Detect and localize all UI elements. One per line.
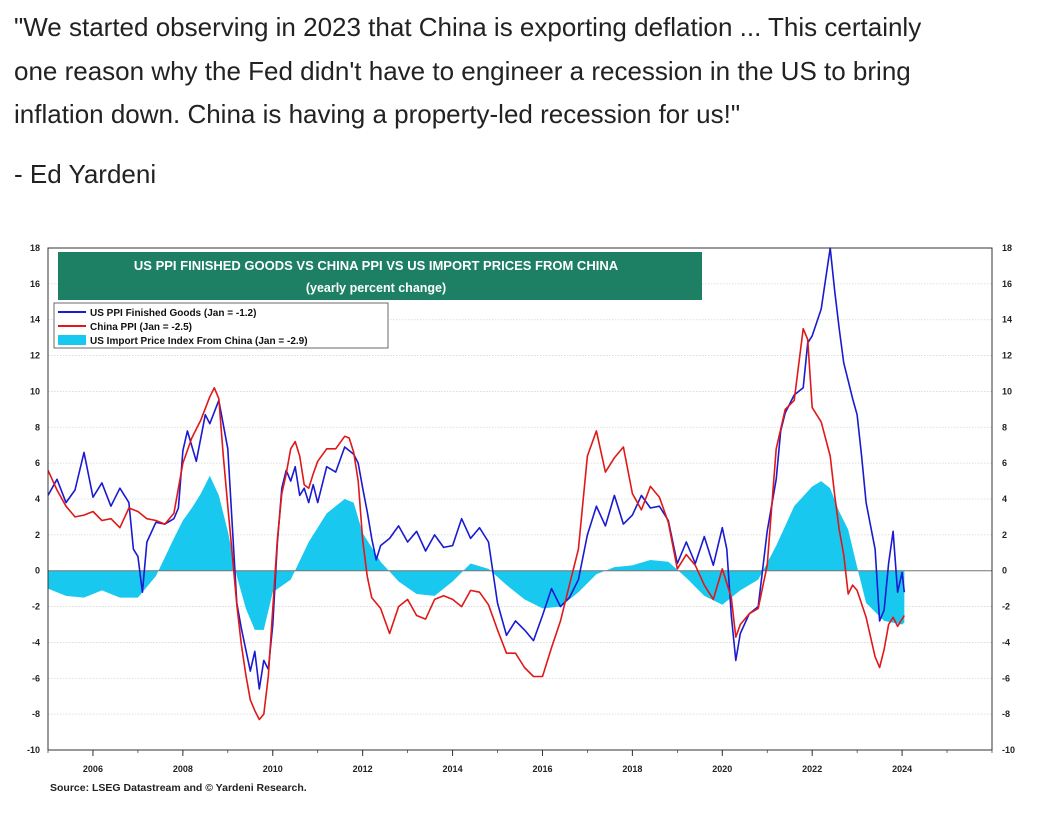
y-tick-label: 6 <box>1002 458 1007 468</box>
x-ticks: 2006 2008 2010 2012 2014 2016 2018 2020 2022 2024 <box>47 750 993 774</box>
chart-title: US PPI FINISHED GOODS VS CHINA PPI VS US… <box>134 258 619 273</box>
y-tick-label: 16 <box>30 279 40 289</box>
chart-subtitle: (yearly percent change) <box>306 281 446 295</box>
y-tick-label: 12 <box>30 351 40 361</box>
x-tick-label: 2020 <box>712 764 732 774</box>
x-tick-label: 2014 <box>443 764 463 774</box>
y-tick-label: 6 <box>35 458 40 468</box>
legend-swatch-import <box>58 335 86 345</box>
y-tick-label: -2 <box>1002 602 1010 612</box>
y-tick-label: -4 <box>1002 637 1010 647</box>
legend-label-us-ppi: US PPI Finished Goods (Jan = -1.2) <box>90 308 256 319</box>
y-tick-label: -2 <box>32 602 40 612</box>
chart-source: Source: LSEG Datastream and © Yardeni Re… <box>50 782 307 794</box>
y-tick-label: -8 <box>32 709 40 719</box>
quote-line-2: one reason why the Fed didn't have to en… <box>14 55 911 86</box>
series-lines <box>47 247 906 721</box>
y-tick-label: 18 <box>30 243 40 253</box>
x-tick-label: 2010 <box>263 764 283 774</box>
x-tick-label: 2022 <box>802 764 822 774</box>
x-tick-label: 2012 <box>353 764 373 774</box>
legend-label-import: US Import Price Index From China (Jan = … <box>90 336 308 347</box>
y-tick-label: 10 <box>1002 386 1012 396</box>
y-tick-label: 4 <box>35 494 40 504</box>
y-tick-label: 8 <box>35 422 40 432</box>
y-tick-label: 14 <box>30 315 40 325</box>
y-tick-label: -8 <box>1002 709 1010 719</box>
y-tick-label: 8 <box>1002 422 1007 432</box>
y-tick-label: 4 <box>1002 494 1007 504</box>
y-tick-label: -6 <box>1002 673 1010 683</box>
y-tick-label: 0 <box>35 566 40 576</box>
y-tick-label: 12 <box>1002 351 1012 361</box>
y-tick-label: -6 <box>32 673 40 683</box>
y-tick-label: 16 <box>1002 279 1012 289</box>
y-tick-label: 2 <box>1002 530 1007 540</box>
grid-lines <box>48 283 992 715</box>
x-tick-label: 2018 <box>622 764 642 774</box>
y-tick-label: 10 <box>30 386 40 396</box>
quote-line-1: "We started observing in 2023 that China… <box>14 12 922 42</box>
quote-line-3: inflation down. China is having a proper… <box>14 99 741 129</box>
y-tick-label: 0 <box>1002 566 1007 576</box>
y-tick-label: 18 <box>1002 243 1012 253</box>
chart-title-box: US PPI FINISHED GOODS VS CHINA PPI VS US… <box>58 252 702 300</box>
chart: 18 16 14 12 10 8 6 4 2 0 -2 -4 -6 -8 -10 18 16 14 12 10 8 6 4… <box>27 243 1015 794</box>
legend: US PPI Finished Goods (Jan = -1.2) China… <box>53 302 389 349</box>
y-tick-label: 14 <box>1002 315 1012 325</box>
x-tick-label: 2006 <box>83 764 103 774</box>
quote-text: "We started observing in 2023 that China… <box>14 6 1058 137</box>
y-ticks-left: 18 16 14 12 10 8 6 4 2 0 -2 -4 -6 -8 -10 <box>27 243 40 755</box>
x-tick-label: 2016 <box>532 764 552 774</box>
y-tick-label: -4 <box>32 637 40 647</box>
x-tick-label: 2008 <box>173 764 193 774</box>
y-tick-label: -10 <box>27 745 40 755</box>
import-price-fill <box>48 475 905 630</box>
quote-author: - Ed Yardeni <box>14 159 157 189</box>
legend-label-china-ppi: China PPI (Jan = -2.5) <box>90 322 192 333</box>
import-price-area <box>48 475 905 630</box>
plot-frame <box>47 247 993 751</box>
y-tick-label: -10 <box>1002 745 1015 755</box>
y-ticks-right: 18 16 14 12 10 8 6 4 2 0 -2 -4 -6 -8 -10 <box>1002 243 1015 755</box>
us-ppi-line <box>47 247 906 690</box>
x-tick-label: 2024 <box>892 764 912 774</box>
y-tick-label: 2 <box>35 530 40 540</box>
china-ppi-line <box>47 327 905 721</box>
